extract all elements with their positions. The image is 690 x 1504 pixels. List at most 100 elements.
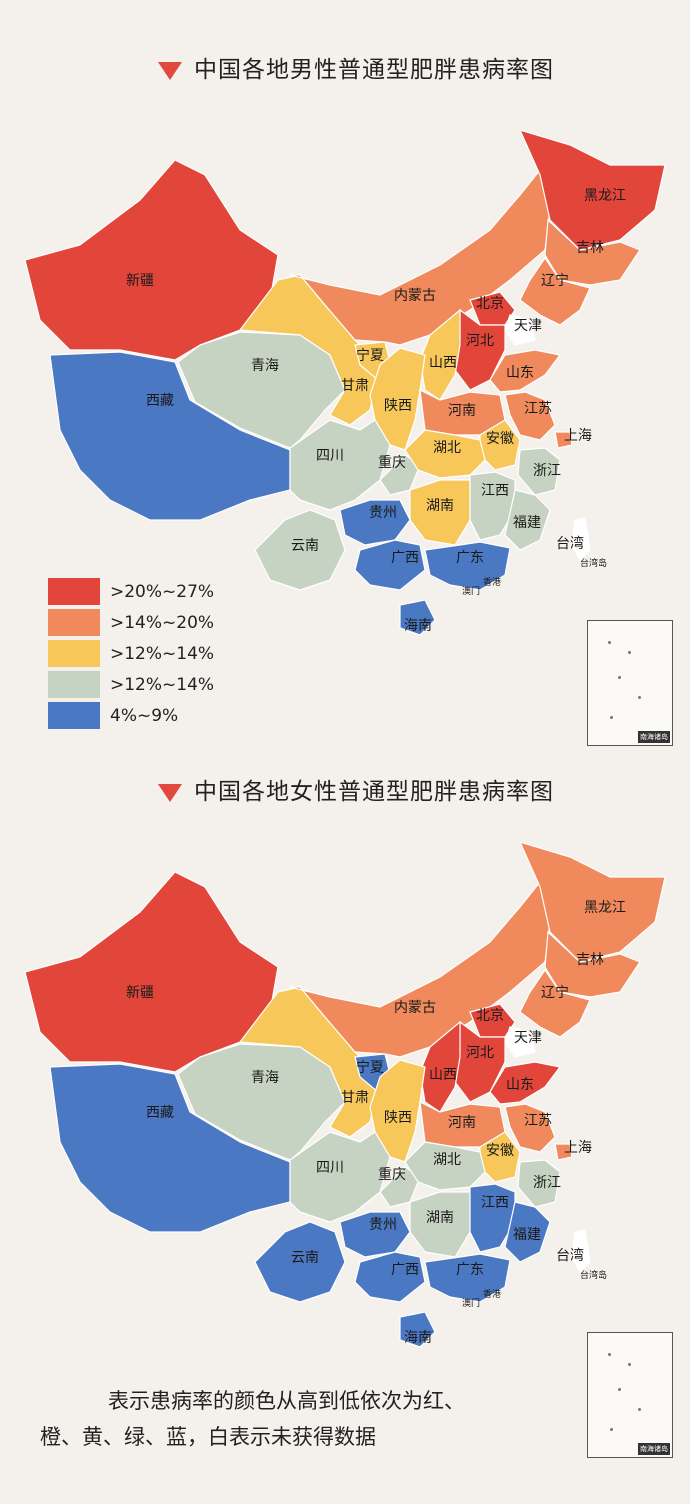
province-hubei [404,429,486,479]
province-heilongjiang [518,841,666,963]
province-label-heilongjiang: 黑龙江 [584,900,626,916]
province-guizhou [339,1211,411,1258]
legend-item: >12%~14% [48,640,214,667]
province-label-anhui: 安徽 [486,1143,514,1159]
province-label-xinjiang: 新疆 [126,273,154,289]
province-label-fujian: 福建 [513,515,541,531]
province-label-shaanxi: 陕西 [384,398,412,414]
legend-item: >20%~27% [48,578,214,605]
province-hunan [409,1191,471,1258]
place-label-aomen: 澳门 [462,585,480,597]
province-label-shanxi: 山西 [429,355,457,371]
province-label-gansu: 甘肃 [341,1090,369,1106]
province-jilin [544,930,641,998]
legend-swatch [48,702,100,729]
province-label-xinjiang: 新疆 [126,985,154,1001]
province-label-gansu: 甘肃 [341,378,369,394]
province-label-yunnan: 云南 [291,1250,319,1266]
province-label-taiwan: 台湾 [556,1247,584,1264]
province-tianjin [504,1026,536,1058]
legend-item: >12%~14% [48,671,214,698]
legend-item: 4%~9% [48,702,214,729]
province-liaoning [519,256,591,326]
province-liaoning [519,968,591,1038]
province-label-yunnan: 云南 [291,538,319,554]
province-label-beijing: 北京 [476,1008,504,1024]
province-label-shandong: 山东 [506,1077,534,1093]
province-label-guizhou: 贵州 [369,505,397,521]
province-guangxi [354,1251,426,1303]
male-map-section: 中国各地男性普通型肥胖患病率图 新疆 西藏 青海 甘肃 宁夏 内蒙古 黑龙江 吉林 辽宁 北京 天津… [24,57,673,746]
south-china-sea-inset: 南海诸岛 [587,620,673,746]
province-label-hebei: 河北 [466,333,494,349]
province-label-tianjin: 天津 [514,1030,542,1046]
province-label-shanxi: 山西 [429,1067,457,1083]
province-label-xizang: 西藏 [146,1105,174,1121]
province-label-henan: 河南 [448,1115,476,1131]
province-label-jiangsu: 江苏 [524,1113,552,1129]
province-label-guangxi: 广西 [391,1262,419,1278]
place-label-taiwandao: 台湾岛 [580,1269,607,1281]
province-label-sichuan: 四川 [316,448,344,464]
province-label-liaoning: 辽宁 [541,984,569,1001]
province-label-jilin: 吉林 [576,952,604,968]
province-label-guangdong: 广东 [456,1262,484,1278]
province-label-hainan: 海南 [404,618,432,634]
province-guizhou [339,499,411,546]
province-label-anhui: 安徽 [486,431,514,447]
province-fujian [504,489,551,551]
province-label-liaoning: 辽宁 [541,272,569,289]
province-label-shaanxi: 陕西 [384,1110,412,1126]
province-label-beijing: 北京 [476,296,504,312]
province-label-jiangsu: 江苏 [524,401,552,417]
province-label-jilin: 吉林 [576,240,604,256]
province-fujian [504,1201,551,1263]
province-label-guizhou: 贵州 [369,1217,397,1233]
province-jiangsu [504,391,556,441]
province-label-hubei: 湖北 [433,1152,461,1168]
province-shanghai [554,431,573,449]
province-taiwan [571,517,591,561]
province-hainan [399,599,436,636]
inset-caption: 南海诸岛 [638,1443,670,1455]
province-shaanxi [369,347,426,451]
province-guangxi [354,539,426,591]
province-label-neimenggu: 内蒙古 [394,288,436,304]
province-label-ningxia: 宁夏 [356,347,384,364]
province-hubei [404,1141,486,1191]
province-guangdong [424,1253,511,1303]
legend: >20%~27% >14%~20% >12%~14% >12%~14% 4%~9… [48,578,214,733]
province-label-shandong: 山东 [506,365,534,381]
legend-swatch [48,640,100,667]
province-jilin [544,218,641,286]
province-label-hainan: 海南 [404,1330,432,1346]
legend-item: >14%~20% [48,609,214,636]
province-xizang [49,1063,291,1233]
province-label-henan: 河南 [448,403,476,419]
province-label-ningxia: 宁夏 [356,1059,384,1076]
female-map-section: 中国各地女性普通型肥胖患病率图 新疆 西藏 青海 甘肃 宁夏 内蒙古 黑龙江 吉林 辽宁 北京 天津… [0,752,690,1504]
province-label-tianjin: 天津 [514,318,542,334]
province-shandong [489,349,562,393]
province-label-guangdong: 广东 [456,550,484,566]
place-label-xianggang: 香港 [483,576,501,588]
province-shandong [489,1061,562,1105]
province-label-heilongjiang: 黑龙江 [584,188,626,204]
place-label-xianggang: 香港 [483,1288,501,1300]
province-jiangsu [504,1103,556,1153]
province-label-zhejiang: 浙江 [533,1175,561,1191]
province-shanghai [554,1143,573,1161]
province-label-jiangxi: 江西 [481,1195,509,1211]
province-heilongjiang [518,129,666,251]
province-shaanxi [369,1059,426,1163]
province-guangdong [424,541,511,591]
province-label-qinghai: 青海 [251,1070,279,1086]
province-taiwan [571,1229,591,1273]
province-hunan [409,479,471,546]
province-label-qinghai: 青海 [251,358,279,374]
province-label-sichuan: 四川 [316,1160,344,1176]
triangle-marker-icon [158,61,182,80]
province-tianjin [504,314,536,346]
legend-swatch [48,609,100,636]
